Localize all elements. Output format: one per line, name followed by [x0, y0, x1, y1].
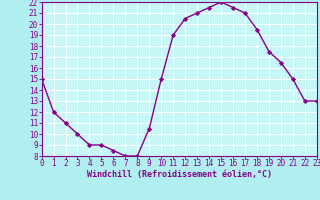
X-axis label: Windchill (Refroidissement éolien,°C): Windchill (Refroidissement éolien,°C) — [87, 170, 272, 179]
